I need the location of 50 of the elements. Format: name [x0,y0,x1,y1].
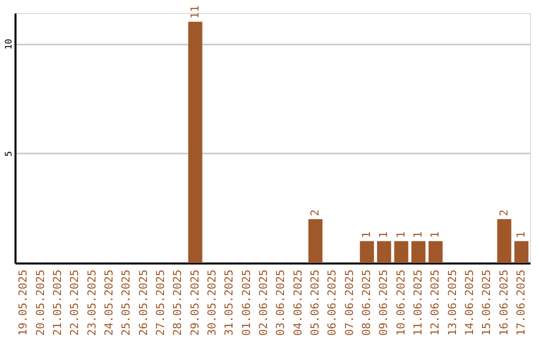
x-tick-label: 02.06.2025 [256,270,270,336]
x-tick-label: 30.05.2025 [205,270,218,336]
bar [497,219,512,263]
bar [514,241,528,263]
x-tick-label: 26.05.2025 [136,270,150,336]
y-tick-label: 10 [4,38,14,50]
data-label: 2 [497,210,510,216]
x-tick-label: 23.05.2025 [85,270,98,336]
bar [394,241,408,263]
data-label: 1 [394,231,408,238]
data-label: 2 [308,210,322,216]
x-tick-label: 10.06.2025 [394,270,408,336]
data-label: 1 [514,231,528,238]
x-tick-label: 19.05.2025 [16,270,30,336]
x-tick-label: 22.05.2025 [68,270,82,336]
x-tick-label: 11.06.2025 [411,270,424,336]
x-tick-label: 01.06.2025 [240,270,253,336]
x-tick-label: 14.06.2025 [462,270,476,336]
data-label: 1 [377,231,390,238]
bar [188,22,202,263]
x-tick-label: 31.05.2025 [222,270,236,336]
x-tick-label: 27.05.2025 [154,270,167,336]
x-tick-label: 24.05.2025 [102,270,116,336]
x-tick-label: 13.06.2025 [446,270,459,336]
x-tick-label: 17.06.2025 [514,270,528,336]
x-tick-label: 05.06.2025 [308,270,322,336]
bar [411,241,426,263]
bar [360,241,374,263]
x-tick-label: 09.06.2025 [377,270,390,336]
x-tick-label: 06.06.2025 [326,270,339,336]
x-tick-label: 20.05.2025 [34,270,47,336]
data-label: 1 [411,231,424,238]
x-tick-label: 28.05.2025 [171,270,184,336]
data-label: 1 [360,231,373,238]
bar [428,241,443,263]
x-tick-label: 16.06.2025 [497,270,510,336]
x-tick-label: 03.06.2025 [274,270,288,336]
x-tick-label: 12.06.2025 [428,270,442,336]
data-label: 11 [188,6,202,19]
x-tick-label: 25.05.2025 [120,270,133,336]
x-tick-label: 08.06.2025 [360,270,373,336]
bar [377,241,392,263]
x-tick-label: 21.05.2025 [50,270,64,336]
x-tick-label: 07.06.2025 [342,270,356,336]
bar [308,219,322,263]
y-tick-label: 5 [4,151,14,157]
data-label: 1 [428,231,442,238]
x-tick-label: 04.06.2025 [291,270,304,336]
x-tick-label: 29.05.2025 [188,270,202,336]
x-tick-label: 15.06.2025 [480,270,494,336]
